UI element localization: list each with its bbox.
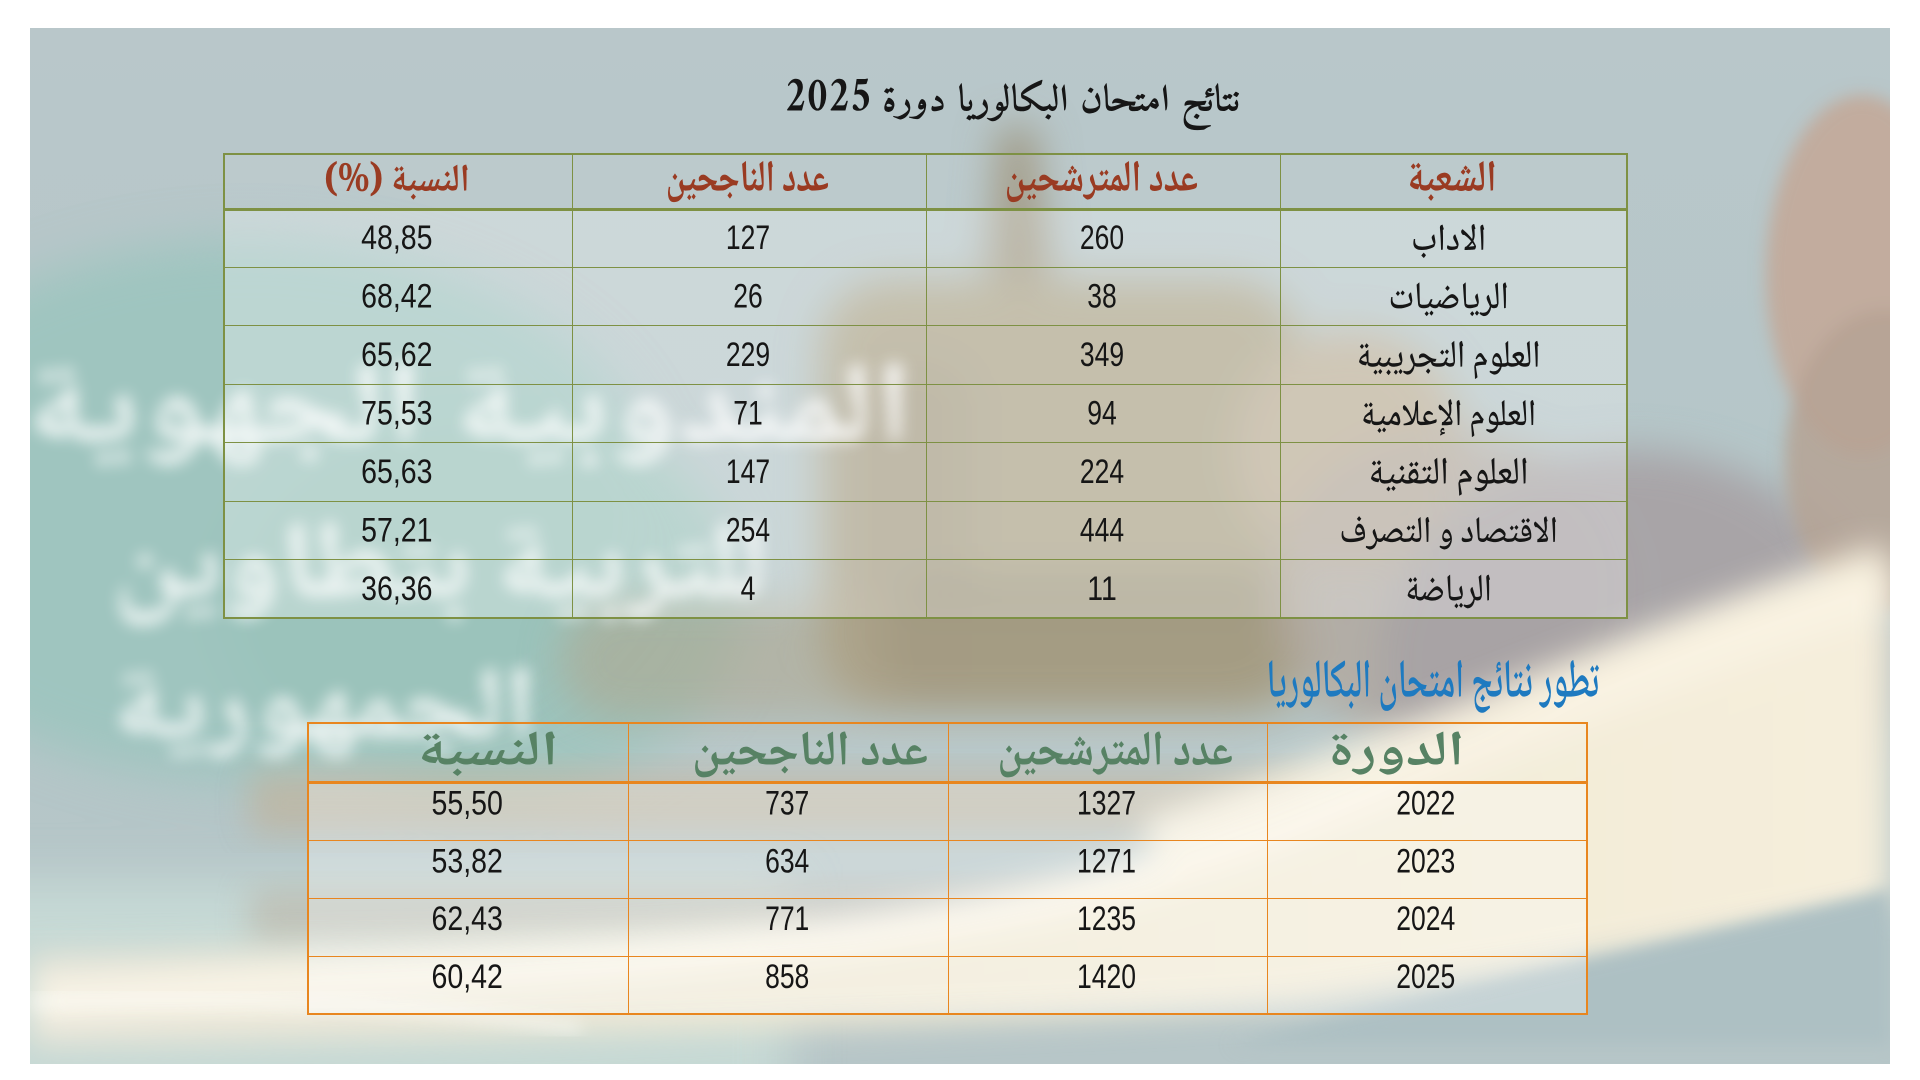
svg-text:858: 858 bbox=[765, 958, 809, 996]
svg-text:71: 71 bbox=[733, 395, 763, 433]
svg-text:11: 11 bbox=[1087, 570, 1117, 608]
svg-text:2023: 2023 bbox=[1396, 842, 1455, 880]
svg-text:229: 229 bbox=[726, 336, 770, 374]
svg-text:36,36: 36,36 bbox=[361, 570, 432, 608]
svg-text:771: 771 bbox=[765, 900, 809, 938]
svg-text:127: 127 bbox=[726, 219, 770, 257]
svg-text:65,63: 65,63 bbox=[361, 453, 432, 491]
svg-text:224: 224 bbox=[1080, 453, 1124, 491]
svg-text:2022: 2022 bbox=[1396, 785, 1455, 823]
svg-text:60,42: 60,42 bbox=[432, 958, 503, 996]
svg-text:94: 94 bbox=[1087, 395, 1117, 433]
svg-text:737: 737 bbox=[765, 785, 809, 823]
svg-text:1235: 1235 bbox=[1077, 900, 1136, 938]
svg-text:55,50: 55,50 bbox=[432, 785, 503, 823]
svg-text:48,85: 48,85 bbox=[361, 219, 432, 257]
svg-text:57,21: 57,21 bbox=[361, 511, 432, 549]
svg-text:53,82: 53,82 bbox=[432, 842, 503, 880]
svg-text:634: 634 bbox=[765, 842, 809, 880]
svg-text:2024: 2024 bbox=[1396, 900, 1455, 938]
svg-text:75,53: 75,53 bbox=[361, 395, 432, 433]
svg-text:1327: 1327 bbox=[1077, 785, 1136, 823]
svg-text:4: 4 bbox=[741, 570, 756, 608]
svg-text:62,43: 62,43 bbox=[432, 900, 503, 938]
svg-text:68,42: 68,42 bbox=[361, 278, 432, 316]
svg-text:254: 254 bbox=[726, 511, 770, 549]
svg-text:260: 260 bbox=[1080, 219, 1124, 257]
svg-text:444: 444 bbox=[1080, 511, 1124, 549]
svg-text:147: 147 bbox=[726, 453, 770, 491]
svg-text:1271: 1271 bbox=[1077, 842, 1136, 880]
svg-text:1420: 1420 bbox=[1077, 958, 1136, 996]
svg-text:349: 349 bbox=[1080, 336, 1124, 374]
svg-text:26: 26 bbox=[733, 278, 763, 316]
svg-text:2025: 2025 bbox=[1396, 958, 1455, 996]
svg-text:65,62: 65,62 bbox=[361, 336, 432, 374]
svg-text:38: 38 bbox=[1087, 278, 1117, 316]
